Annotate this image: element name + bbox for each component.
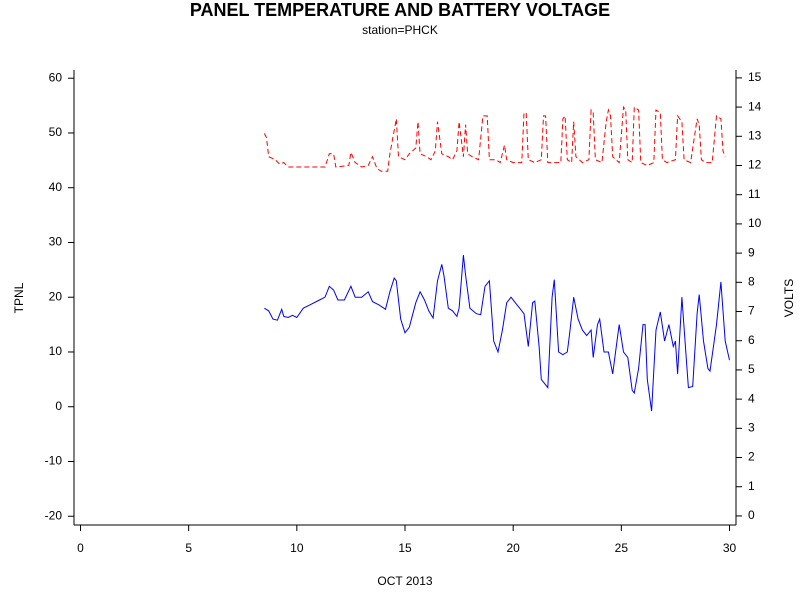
series-line bbox=[264, 255, 730, 412]
x-tick-label: 5 bbox=[185, 541, 192, 555]
y-axis-title: TPNL bbox=[12, 282, 26, 313]
chart-subtitle: station=PHCK bbox=[362, 23, 438, 37]
y2-tick-label: 4 bbox=[748, 391, 755, 405]
y-tick-label: -20 bbox=[45, 508, 63, 522]
y-tick-label: 0 bbox=[55, 399, 62, 413]
y2-tick-label: 11 bbox=[748, 187, 761, 201]
y-tick-label: 40 bbox=[49, 180, 63, 194]
y2-tick-label: 0 bbox=[748, 508, 755, 522]
y-tick-label: 60 bbox=[49, 70, 63, 84]
y2-tick-label: 10 bbox=[748, 216, 762, 230]
x-axis-title: OCT 2013 bbox=[377, 574, 432, 588]
x-tick-label: 25 bbox=[615, 541, 629, 555]
x-tick-label: 0 bbox=[77, 541, 84, 555]
series-line bbox=[263, 105, 726, 172]
y2-tick-label: 7 bbox=[748, 304, 755, 318]
y2-axis-title: VOLTS bbox=[782, 279, 796, 317]
y-tick-label: -10 bbox=[45, 454, 63, 468]
y2-tick-label: 3 bbox=[748, 421, 755, 435]
x-tick-label: 10 bbox=[290, 541, 304, 555]
y-tick-label: 30 bbox=[49, 235, 63, 249]
y2-tick-label: 13 bbox=[748, 128, 762, 142]
x-tick-label: 30 bbox=[723, 541, 737, 555]
y-tick-label: 10 bbox=[49, 344, 63, 358]
y2-tick-label: 14 bbox=[748, 99, 762, 113]
y2-tick-label: 6 bbox=[748, 333, 755, 347]
y2-tick-label: 15 bbox=[748, 70, 762, 84]
y2-tick-label: 12 bbox=[748, 158, 762, 172]
y2-tick-label: 5 bbox=[748, 362, 755, 376]
chart-title: PANEL TEMPERATURE AND BATTERY VOLTAGE bbox=[190, 0, 610, 20]
y2-tick-label: 1 bbox=[748, 479, 755, 493]
x-tick-label: 20 bbox=[506, 541, 520, 555]
x-tick-label: 15 bbox=[398, 541, 412, 555]
y2-tick-label: 9 bbox=[748, 245, 755, 259]
y-tick-label: 50 bbox=[49, 125, 63, 139]
y2-tick-label: 2 bbox=[748, 450, 755, 464]
y-tick-label: 20 bbox=[49, 289, 63, 303]
y2-tick-label: 8 bbox=[748, 274, 755, 288]
